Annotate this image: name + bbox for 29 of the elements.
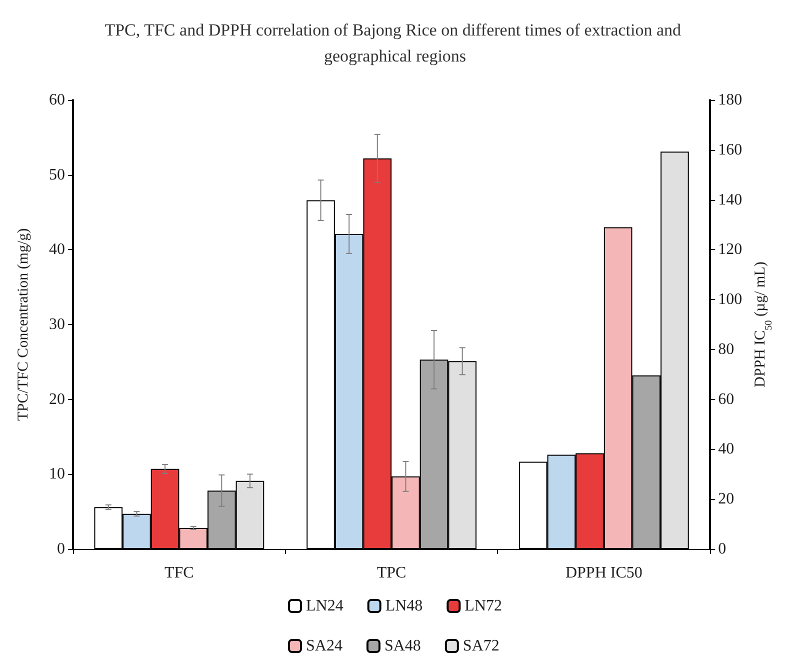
x-tick-label: TFC: [164, 564, 194, 582]
y-axis-title: TPC/TFC Concentration (mg/g): [16, 228, 32, 421]
y-tick-label: 20: [49, 390, 65, 408]
y-tick-label: 60: [49, 92, 65, 108]
y2-tick-label: 180: [718, 92, 742, 108]
y2-axis-title: DPPH IC50 (µg/ mL): [752, 262, 774, 388]
legend-label: SA72: [462, 638, 500, 654]
y-tick-label: 40: [49, 241, 65, 258]
y2-tick-label: 60: [718, 390, 734, 408]
y-tick-label: 0: [57, 540, 65, 558]
y2-tick-label: 140: [718, 191, 742, 208]
y2-tick-label: 160: [718, 141, 742, 158]
y-tick-label: 30: [49, 316, 65, 333]
y2-tick-label: 0: [718, 540, 726, 558]
y2-tick-label: 80: [718, 340, 734, 358]
x-tick-label: DPPH IC50: [565, 564, 642, 582]
y2-tick-label: 40: [718, 440, 734, 458]
x-tick-label: TPC: [376, 564, 406, 582]
y2-tick-label: 120: [718, 241, 742, 258]
y2-tick-label: 100: [718, 291, 742, 308]
y2-tick-label: 20: [718, 490, 734, 508]
y-tick-label: 50: [49, 166, 65, 184]
legend-label: LN72: [464, 598, 502, 614]
legend-label: LN48: [385, 598, 423, 614]
chart-title: TPC, TFC and DPPH correlation of Bajong Rice on different times of extraction and geographical regions: [104, 20, 686, 66]
legend-label: LN24: [306, 598, 344, 614]
legend-label: SA24: [306, 638, 342, 654]
y-tick-label: 10: [49, 466, 65, 483]
legend-label: SA48: [384, 638, 421, 654]
